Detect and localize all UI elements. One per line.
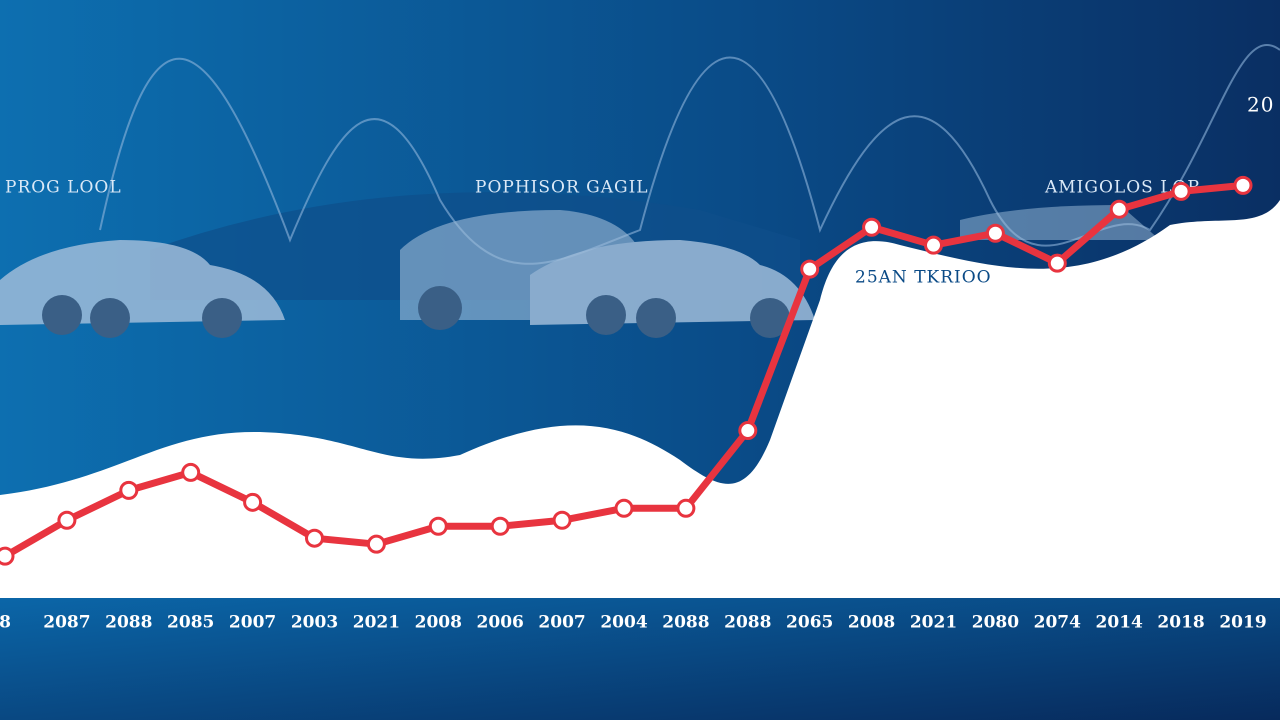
point: [181, 462, 201, 482]
annotation: 25AN TKRIOO: [855, 268, 992, 288]
point: [614, 498, 634, 518]
point: [490, 516, 510, 536]
x-tick-label: 2021: [353, 613, 400, 633]
x-tick-label: 2006: [477, 613, 524, 633]
point: [985, 223, 1005, 243]
x-tick-label: 2080: [972, 613, 1019, 633]
point: [1233, 175, 1253, 195]
annotation: PROG LOOL: [5, 178, 122, 198]
point: [305, 528, 324, 548]
x-tick-label: 2088: [662, 613, 709, 633]
point: [1047, 253, 1067, 273]
point: [552, 510, 572, 530]
x-tick-label: 2019: [1219, 613, 1266, 633]
point: [0, 546, 15, 566]
point: [738, 421, 758, 441]
point: [800, 259, 820, 279]
annotation: POPHISOR GAGIL: [475, 178, 649, 198]
point: [676, 498, 696, 518]
white-area: [0, 200, 1280, 598]
point: [119, 480, 139, 500]
point: [924, 235, 943, 255]
x-tick-label: 2008: [415, 613, 462, 633]
point: [366, 534, 386, 554]
point: [1109, 199, 1129, 219]
point: [1171, 181, 1191, 201]
wheels: [42, 286, 790, 338]
x-tick-label: 2004: [600, 613, 647, 633]
point: [428, 516, 448, 536]
x-tick-label: 2018: [1157, 613, 1204, 633]
annotation: 20: [1247, 93, 1274, 117]
x-tick-label: 2088: [105, 613, 152, 633]
x-tick-label: 2088: [724, 613, 771, 633]
x-tick-label: 2007: [538, 613, 585, 633]
x-tick-label: 8: [0, 613, 11, 633]
x-tick-label: 2008: [848, 613, 895, 633]
axis-band: [0, 598, 1280, 720]
x-tick-label: 2065: [786, 613, 833, 633]
x-tick-label: 2003: [291, 613, 338, 633]
annotation: AMIGOLOS LOR: [1044, 178, 1201, 198]
point: [243, 492, 263, 512]
x-tick-label: 2074: [1034, 613, 1081, 633]
point: [862, 217, 882, 237]
point: [57, 510, 77, 530]
x-tick-label: 2021: [910, 613, 957, 633]
x-tick-label: 2014: [1096, 613, 1143, 633]
x-tick-label: 2007: [229, 613, 276, 633]
x-tick-label: 2087: [43, 613, 90, 633]
x-tick-label: 2085: [167, 613, 214, 633]
